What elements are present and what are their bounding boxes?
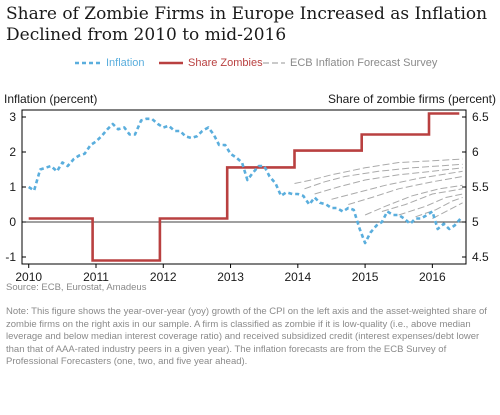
legend-label-inflation: Inflation xyxy=(106,57,145,69)
legend-item-inflation: Inflation xyxy=(74,56,154,72)
x-tick-label: 2016 xyxy=(419,270,446,284)
forecast-line xyxy=(294,158,463,184)
right-axis-title: Share of zombie firms (percent) xyxy=(327,92,496,106)
forecast-line xyxy=(304,163,463,190)
right-tick-label: 5 xyxy=(472,215,479,229)
left-tick-label: 3 xyxy=(9,110,16,124)
left-tick-label: 1 xyxy=(9,180,16,194)
left-tick-label: -1 xyxy=(5,250,16,264)
legend-label-zombies: Share Zombies xyxy=(188,57,263,69)
left-tick-label: 2 xyxy=(9,145,16,159)
right-tick-label: 5.5 xyxy=(472,180,489,194)
zombie-share-line xyxy=(28,112,460,262)
forecast-line xyxy=(314,167,463,195)
legend-label-forecast: ECB Inflation Forecast Survey xyxy=(290,57,438,69)
x-tick-label: 2014 xyxy=(284,270,311,284)
legend-swatch-inflation xyxy=(75,61,101,65)
forecast-line xyxy=(398,193,463,216)
right-tick-label: 6 xyxy=(472,145,479,159)
legend-swatch-forecast xyxy=(263,62,285,64)
chart-title: Share of Zombie Firms in Europe Increase… xyxy=(6,4,488,45)
forecast-line xyxy=(381,188,463,212)
legend-item-zombies: Share Zombies xyxy=(158,56,278,72)
source-text: Source: ECB, Eurostat, Amadeus xyxy=(6,282,147,293)
x-tick-label: 2011 xyxy=(83,270,109,284)
x-tick-label: 2012 xyxy=(150,270,177,284)
legend-item-forecast: ECB Inflation Forecast Survey xyxy=(262,56,462,72)
forecast-line xyxy=(415,197,463,218)
forecast-line xyxy=(348,176,463,205)
x-tick-label: 2010 xyxy=(15,270,42,284)
plot-frame xyxy=(21,109,467,265)
x-tick-label: 2015 xyxy=(352,270,379,284)
forecast-line xyxy=(364,184,463,216)
legend-swatch-zombies xyxy=(159,61,183,65)
right-tick-label: 4.5 xyxy=(472,250,489,264)
forecast-line xyxy=(331,170,463,200)
legend: Inflation Share Zombies ECB Inflation Fo… xyxy=(0,56,500,72)
left-tick-label: 0 xyxy=(9,215,16,229)
right-tick-label: 6.5 xyxy=(472,110,489,124)
left-axis-title: Inflation (percent) xyxy=(4,92,98,106)
x-tick-label: 2013 xyxy=(217,270,244,284)
forecast-line xyxy=(432,202,463,219)
note-text: Note: This figure shows the year-over-ye… xyxy=(6,306,487,368)
inflation-line xyxy=(27,117,462,245)
